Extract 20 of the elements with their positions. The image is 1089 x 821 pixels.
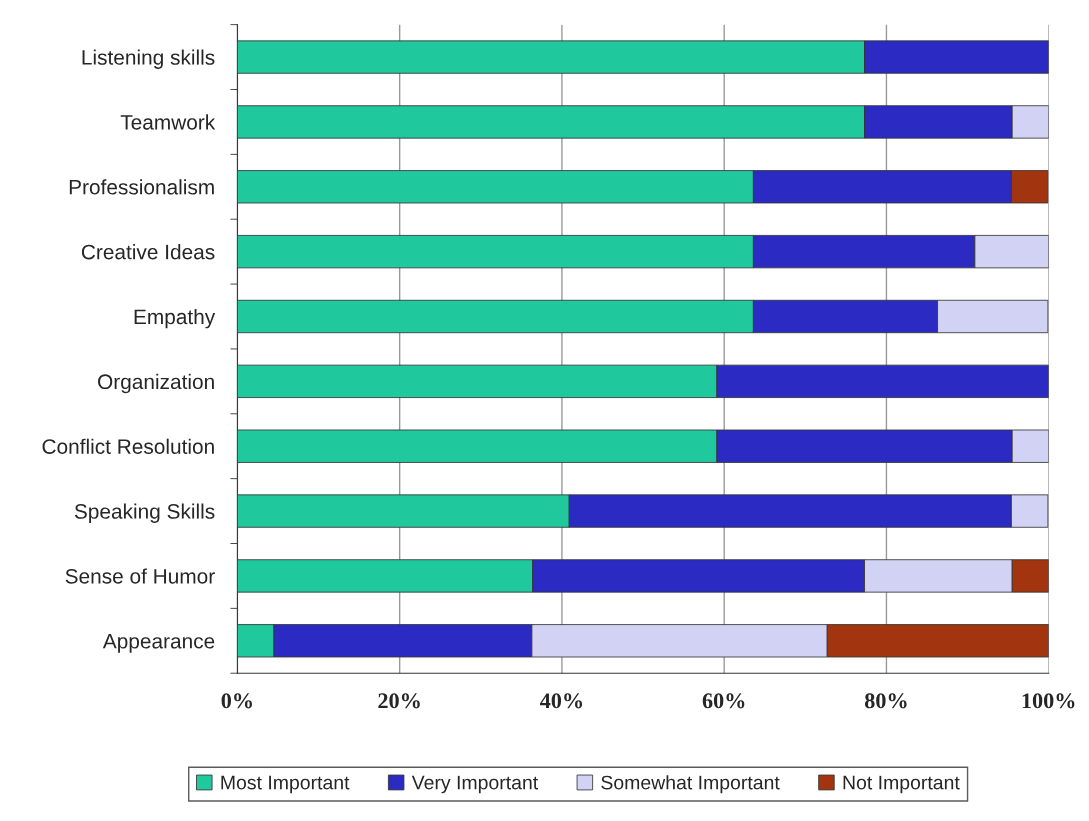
- y-tick-label: Sense of Humor: [65, 568, 215, 584]
- legend-label: Not Important: [843, 775, 960, 794]
- y-tick-label: Empathy: [134, 308, 216, 329]
- legend-label: Somewhat Important: [601, 775, 780, 794]
- x-tick-label: 80%: [864, 693, 907, 709]
- y-tick-label: Appearance: [102, 634, 215, 653]
- y-tick-label: Creative Ideas: [81, 244, 215, 260]
- legend-label: Most Important: [221, 775, 350, 794]
- y-tick-label: Professionalism: [69, 179, 214, 195]
- y-tick-label: Conflict Resolution: [42, 438, 214, 454]
- x-tick-label: 0%: [221, 693, 252, 709]
- y-tick-label: Teamwork: [120, 114, 216, 130]
- legend-label: Very Important: [411, 775, 539, 794]
- x-tick-label: 40%: [540, 693, 583, 709]
- x-tick-label: 20%: [378, 693, 420, 709]
- x-tick-label: 60%: [702, 693, 745, 709]
- y-tick-label: Listening skills: [82, 49, 215, 69]
- y-tick-label: Organization: [98, 373, 214, 394]
- y-tick-label: Speaking Skills: [74, 503, 215, 523]
- x-tick-label: 100%: [1022, 693, 1075, 709]
